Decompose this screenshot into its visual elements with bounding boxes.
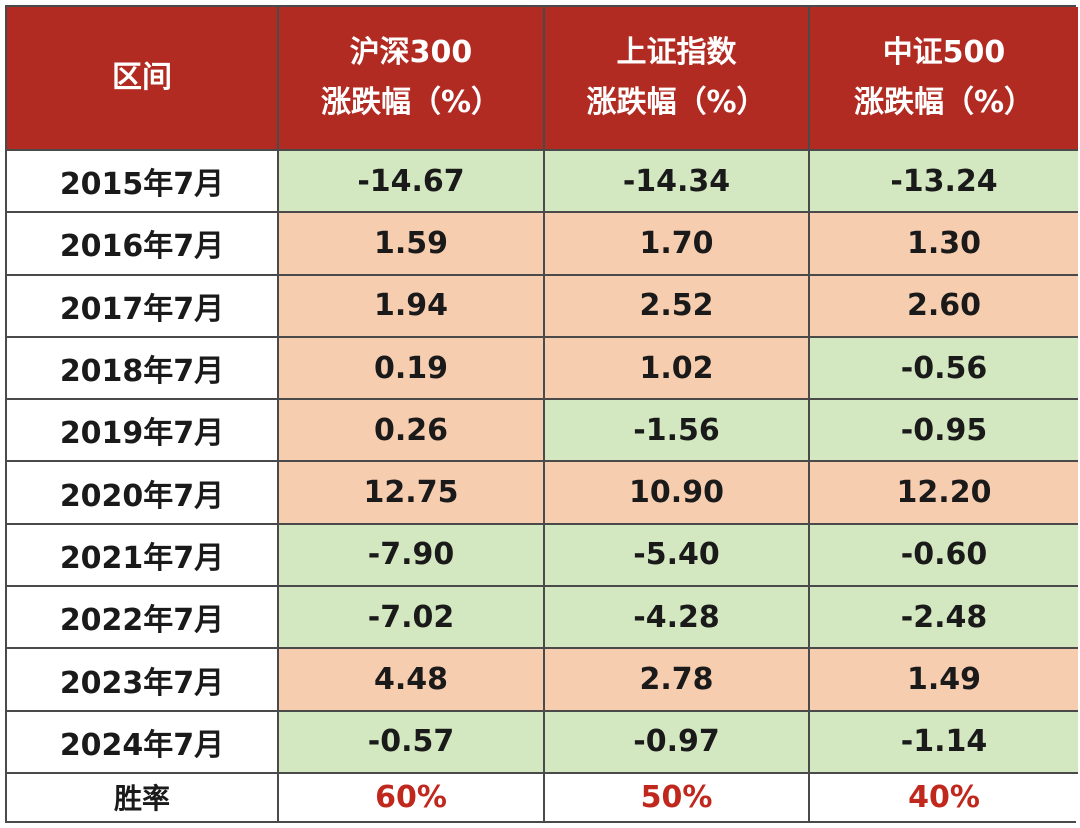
cell-zz500: -2.48 [810, 587, 1078, 650]
cell-sh: 1.02 [545, 337, 810, 401]
cell-sh: 1.70 [545, 213, 810, 276]
cell-sh: -0.97 [545, 711, 810, 774]
cell-sh: -14.34 [545, 151, 810, 214]
cell-zz500: 2.60 [810, 275, 1078, 338]
row-period: 2022年7月 [7, 587, 279, 650]
header-hs300: 沪深300 涨跌幅（%） [279, 7, 545, 151]
header-sh-unit: 涨跌幅（%） [586, 85, 767, 120]
cell-sh: -5.40 [545, 524, 810, 588]
cell-zz500: -1.14 [810, 711, 1078, 774]
header-zz500-name: 中证500 [882, 35, 1006, 70]
cell-hs300: -14.67 [279, 151, 545, 214]
header-zz500-unit: 涨跌幅（%） [853, 85, 1035, 120]
cell-zz500: -0.60 [810, 524, 1078, 588]
row-period: 2015年7月 [7, 151, 279, 214]
win-rate-hs300: 60% [279, 773, 545, 821]
header-zz500: 中证500 涨跌幅（%） [810, 7, 1078, 151]
cell-sh: 10.90 [545, 462, 810, 525]
cell-zz500: -0.95 [810, 400, 1078, 463]
cell-sh: -1.56 [545, 400, 810, 463]
cell-hs300: 0.26 [279, 400, 545, 463]
cell-zz500: 1.30 [810, 213, 1078, 276]
row-period: 2023年7月 [7, 649, 279, 712]
row-period: 2021年7月 [7, 524, 279, 588]
cell-sh: -4.28 [545, 587, 810, 650]
cell-hs300: -7.02 [279, 587, 545, 650]
win-rate-label: 胜率 [7, 773, 279, 821]
header-hs300-name: 沪深300 [349, 35, 473, 70]
row-period: 2019年7月 [7, 400, 279, 463]
row-period: 2024年7月 [7, 711, 279, 774]
header-period: 区间 [7, 7, 279, 151]
cell-hs300: -7.90 [279, 524, 545, 588]
cell-sh: 2.52 [545, 275, 810, 338]
row-period: 2020年7月 [7, 462, 279, 525]
cell-hs300: -0.57 [279, 711, 545, 774]
header-hs300-unit: 涨跌幅（%） [320, 85, 502, 120]
returns-table: 区间 沪深300 涨跌幅（%） 上证指数 涨跌幅（%） 中证500 涨跌幅（%）… [5, 5, 1078, 823]
cell-zz500: 12.20 [810, 462, 1078, 525]
cell-zz500: 1.49 [810, 649, 1078, 712]
cell-zz500: -13.24 [810, 151, 1078, 214]
cell-hs300: 1.94 [279, 275, 545, 338]
win-rate-zz500: 40% [810, 773, 1078, 821]
cell-sh: 2.78 [545, 649, 810, 712]
win-rate-sh: 50% [545, 773, 810, 821]
header-sh: 上证指数 涨跌幅（%） [545, 7, 810, 151]
row-period: 2016年7月 [7, 213, 279, 276]
cell-hs300: 0.19 [279, 337, 545, 401]
header-sh-name: 上证指数 [616, 35, 737, 70]
cell-hs300: 12.75 [279, 462, 545, 525]
row-period: 2018年7月 [7, 337, 279, 401]
cell-zz500: -0.56 [810, 337, 1078, 401]
header-period-label: 区间 [112, 60, 172, 95]
cell-hs300: 4.48 [279, 649, 545, 712]
cell-hs300: 1.59 [279, 213, 545, 276]
row-period: 2017年7月 [7, 275, 279, 338]
